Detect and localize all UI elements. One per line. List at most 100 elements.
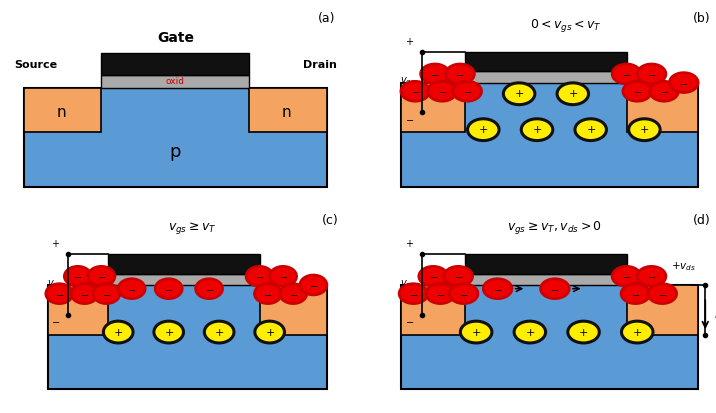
Text: $+$: $+$ <box>586 124 596 135</box>
Text: Drain: Drain <box>303 60 337 70</box>
Text: $+$: $+$ <box>471 327 481 337</box>
Circle shape <box>568 321 599 343</box>
Circle shape <box>71 284 98 304</box>
Circle shape <box>46 284 73 304</box>
Text: $-$: $-$ <box>73 271 82 281</box>
Circle shape <box>623 81 652 101</box>
Text: (a): (a) <box>318 12 336 25</box>
Text: n: n <box>56 105 66 120</box>
Text: $-$: $-$ <box>405 114 415 123</box>
Text: $-$: $-$ <box>52 316 61 326</box>
Circle shape <box>637 266 666 286</box>
Text: $+$: $+$ <box>405 238 415 249</box>
Circle shape <box>629 119 660 140</box>
Bar <box>47 285 327 389</box>
Circle shape <box>444 266 473 286</box>
Text: $-$: $-$ <box>411 86 420 96</box>
Bar <box>401 83 465 132</box>
Bar <box>260 285 327 335</box>
Text: $+$: $+$ <box>525 327 535 337</box>
Bar <box>102 53 249 75</box>
Circle shape <box>155 279 182 299</box>
Text: $-$: $-$ <box>437 86 447 96</box>
Circle shape <box>669 73 698 93</box>
Text: $-$: $-$ <box>263 289 273 299</box>
Bar <box>102 75 249 88</box>
Text: Gate: Gate <box>157 31 194 45</box>
Text: $+$: $+$ <box>52 238 60 249</box>
Text: oxid: oxid <box>166 77 185 86</box>
Bar <box>108 274 260 285</box>
Circle shape <box>648 284 677 304</box>
Text: $-$: $-$ <box>658 289 667 299</box>
Text: $+$: $+$ <box>579 327 589 337</box>
Text: $-$: $-$ <box>429 271 437 281</box>
Text: $-$: $-$ <box>551 284 559 294</box>
Text: $-$: $-$ <box>459 289 468 299</box>
Text: Source: Source <box>14 60 57 70</box>
Bar <box>465 274 626 285</box>
Text: $v_{gs}$: $v_{gs}$ <box>400 278 416 291</box>
Text: $-$: $-$ <box>97 271 106 281</box>
Text: $v_{gs} \geq v_T, v_{ds} > 0$: $v_{gs} \geq v_T, v_{ds} > 0$ <box>508 219 602 237</box>
Circle shape <box>612 64 641 84</box>
Circle shape <box>460 321 492 343</box>
Circle shape <box>400 284 428 304</box>
Circle shape <box>541 279 569 299</box>
Circle shape <box>557 83 589 104</box>
Text: $i_d$: $i_d$ <box>715 308 716 322</box>
Circle shape <box>419 266 448 286</box>
Text: $-$: $-$ <box>455 69 465 79</box>
Text: $-$: $-$ <box>493 284 502 294</box>
Circle shape <box>280 284 306 304</box>
Bar <box>465 254 626 274</box>
Text: p: p <box>170 143 181 161</box>
Bar <box>24 88 102 132</box>
Bar <box>401 83 698 187</box>
Text: $-$: $-$ <box>205 284 213 294</box>
Text: $+$: $+$ <box>405 36 415 47</box>
Text: $+v_{ds}$: $+v_{ds}$ <box>671 260 697 273</box>
Text: $-$: $-$ <box>80 289 89 299</box>
Text: $-$: $-$ <box>405 316 415 326</box>
Text: (d): (d) <box>693 214 710 227</box>
Bar <box>249 88 327 132</box>
Circle shape <box>612 266 641 286</box>
Text: $+$: $+$ <box>514 88 524 99</box>
Text: $v_{gs}$: $v_{gs}$ <box>400 76 416 88</box>
Text: $-$: $-$ <box>289 289 298 299</box>
Circle shape <box>254 284 281 304</box>
Text: $+$: $+$ <box>478 124 488 135</box>
Circle shape <box>154 321 183 343</box>
Circle shape <box>270 266 296 286</box>
Text: $+$: $+$ <box>532 124 542 135</box>
Circle shape <box>450 284 478 304</box>
Bar <box>401 285 698 389</box>
Text: $-$: $-$ <box>454 271 463 281</box>
Circle shape <box>621 284 650 304</box>
Text: $-$: $-$ <box>54 289 64 299</box>
Circle shape <box>64 266 92 286</box>
Text: $+$: $+$ <box>214 327 224 337</box>
Text: $-$: $-$ <box>279 271 288 281</box>
Circle shape <box>483 279 512 299</box>
Circle shape <box>93 284 120 304</box>
Circle shape <box>88 266 115 286</box>
Circle shape <box>650 81 679 101</box>
Text: n: n <box>281 105 291 120</box>
Text: $-$: $-$ <box>622 271 631 281</box>
Text: $-$: $-$ <box>255 271 264 281</box>
Text: $-$: $-$ <box>164 284 173 294</box>
Text: $+$: $+$ <box>164 327 174 337</box>
Bar <box>465 71 626 83</box>
Text: (b): (b) <box>693 12 710 25</box>
Text: $v_{gs} \geq v_T$: $v_{gs} \geq v_T$ <box>168 220 216 236</box>
Text: $-$: $-$ <box>679 78 688 88</box>
Text: $-$: $-$ <box>659 86 669 96</box>
Text: $+$: $+$ <box>113 327 123 337</box>
Circle shape <box>445 64 475 84</box>
Bar <box>626 285 698 335</box>
Circle shape <box>503 83 535 104</box>
Circle shape <box>300 275 327 295</box>
Bar <box>626 83 698 132</box>
